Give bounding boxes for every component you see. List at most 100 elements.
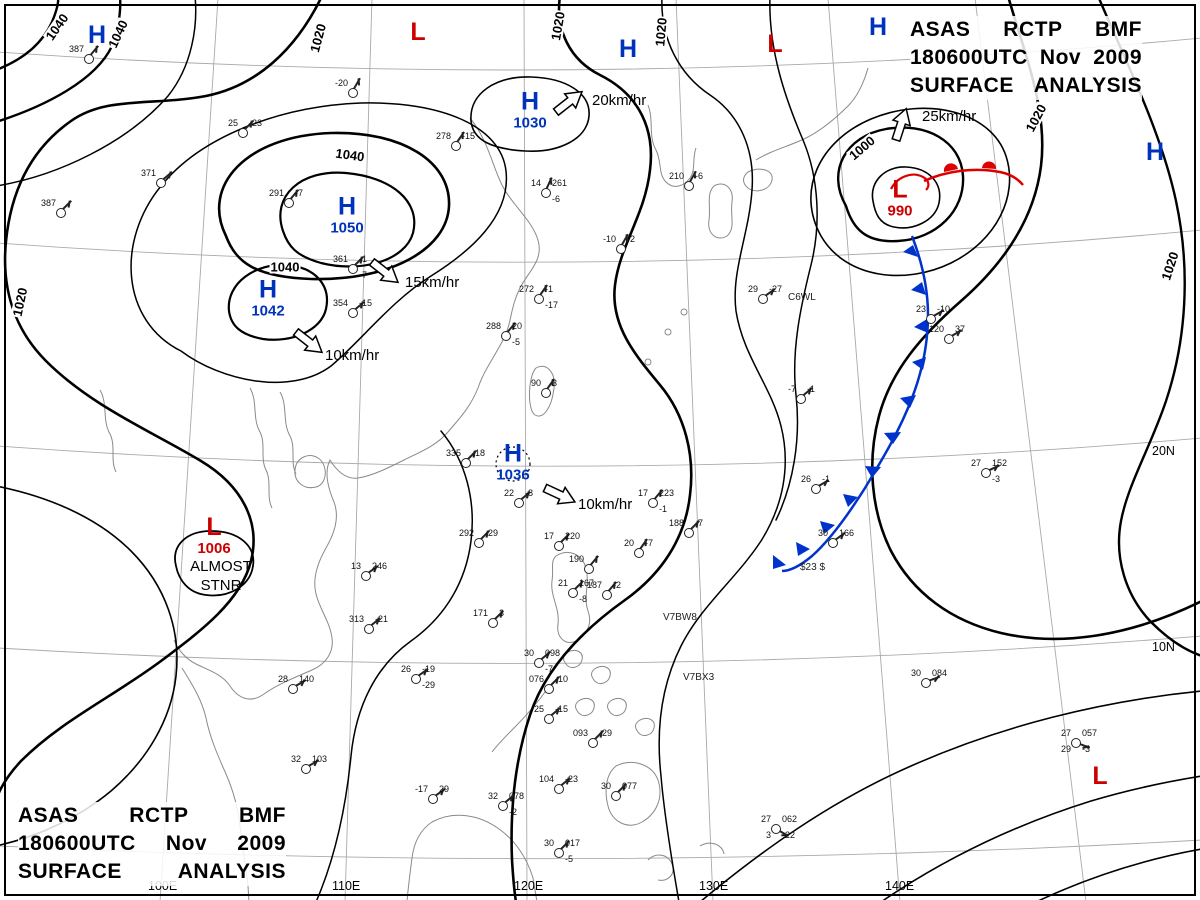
station-circle	[944, 334, 954, 344]
station-circle	[544, 684, 554, 694]
station-value: 26	[800, 474, 811, 484]
high-pressure-center: H	[619, 37, 637, 62]
station-value: -3	[1082, 744, 1091, 754]
station-value: -17	[414, 784, 428, 794]
pressure-note: STNR	[200, 576, 242, 594]
station-circle	[348, 88, 358, 98]
station-circle	[534, 294, 544, 304]
station-circle	[348, 264, 358, 274]
station-value: 387	[40, 198, 56, 208]
station-value: 25	[533, 704, 544, 714]
station-value: -7	[359, 270, 368, 280]
station-circle	[238, 128, 248, 138]
station-value: -1	[659, 504, 668, 514]
station-circle	[488, 618, 498, 628]
station-circle	[361, 571, 371, 581]
isobar-label: 1040	[333, 145, 367, 165]
station-value: -15	[359, 298, 373, 308]
station-value: 28	[277, 674, 288, 684]
station-value: -1	[545, 284, 554, 294]
pressure-value: 1050	[330, 219, 364, 237]
station-value: 288	[485, 321, 501, 331]
station-circle	[534, 658, 544, 668]
station-value: -3	[992, 474, 1001, 484]
ship-id-label: V7BX3	[683, 672, 715, 683]
station-value: -10	[555, 674, 569, 684]
station-circle	[828, 538, 838, 548]
low-pressure-center: L	[410, 20, 425, 45]
station-circle	[611, 791, 621, 801]
station-value: 27	[970, 458, 981, 468]
station-value: 30	[600, 781, 611, 791]
pressure-symbol: H	[520, 87, 540, 116]
low-pressure-center: L 1006 ALMOST STNR	[176, 515, 252, 596]
isobar-label: 1020	[652, 16, 670, 48]
pressure-symbol: L	[410, 18, 426, 46]
station-circle	[684, 528, 694, 538]
station-value: -15	[555, 704, 569, 714]
station-value: 30	[543, 838, 554, 848]
station-circle	[926, 314, 936, 324]
station-value: 278	[435, 131, 451, 141]
station-value: 30	[523, 648, 534, 658]
station-value: 32	[487, 791, 498, 801]
station-value: -7	[695, 518, 704, 528]
station-value: 25	[227, 118, 238, 128]
title-line-3: SURFACE ANALYSIS	[18, 860, 286, 883]
station-circle	[588, 738, 598, 748]
pressure-symbol: H	[618, 35, 638, 63]
station-value: -7	[645, 538, 654, 548]
station-value: -6	[552, 194, 561, 204]
station-circle	[602, 590, 612, 600]
station-value: 261	[552, 178, 568, 188]
station-value: 057	[1082, 728, 1098, 738]
station-circle	[554, 848, 564, 858]
station-value: 313	[348, 614, 364, 624]
station-value: 246	[372, 561, 388, 571]
station-value: 14	[530, 178, 541, 188]
station-circle	[544, 714, 554, 724]
station-value: -22	[782, 830, 796, 840]
station-circle	[301, 764, 311, 774]
station-circle	[156, 178, 166, 188]
wind-speed-label: 20km/hr	[592, 92, 647, 109]
station-circle	[554, 784, 564, 794]
isobar-label: 1040	[42, 10, 72, 44]
isobar-label: 1020	[1022, 101, 1050, 135]
station-value: -1	[359, 254, 368, 264]
station-value: -6	[695, 171, 704, 181]
station-value: 062	[782, 814, 798, 824]
pressure-symbol: L	[767, 30, 783, 58]
station-value: -2	[627, 234, 636, 244]
station-value: 30	[910, 668, 921, 678]
station-value: -23	[565, 774, 579, 784]
station-value: -17	[545, 300, 559, 310]
wind-speed-label: 10km/hr	[578, 496, 633, 513]
station-circle	[648, 498, 658, 508]
station-value: 104	[538, 774, 554, 784]
title-line-2: 180600UTC Nov 2009	[18, 832, 286, 855]
station-value: 3	[552, 378, 558, 388]
station-circle	[348, 308, 358, 318]
station-value: 354	[332, 298, 348, 308]
cold-front-barbs	[773, 245, 928, 569]
station-circle	[284, 198, 294, 208]
station-value: -5	[565, 854, 574, 864]
station-circle	[56, 208, 66, 218]
station-value: -8	[525, 488, 534, 498]
high-pressure-center: H	[1146, 140, 1164, 165]
station-value: -18	[472, 448, 486, 458]
station-value: 190	[568, 554, 584, 564]
high-pressure-center: H 1042	[251, 277, 284, 321]
station-value: 20	[623, 538, 634, 548]
low-pressure-center: L 990	[887, 177, 912, 221]
station-value: 29	[1060, 744, 1071, 754]
station-value: 20	[512, 321, 523, 331]
station-circle	[568, 588, 578, 598]
station-value: -2	[613, 580, 622, 590]
station-circle	[474, 538, 484, 548]
station-value: 120	[928, 324, 944, 334]
station-circle	[514, 498, 524, 508]
station-value: 90	[530, 378, 541, 388]
